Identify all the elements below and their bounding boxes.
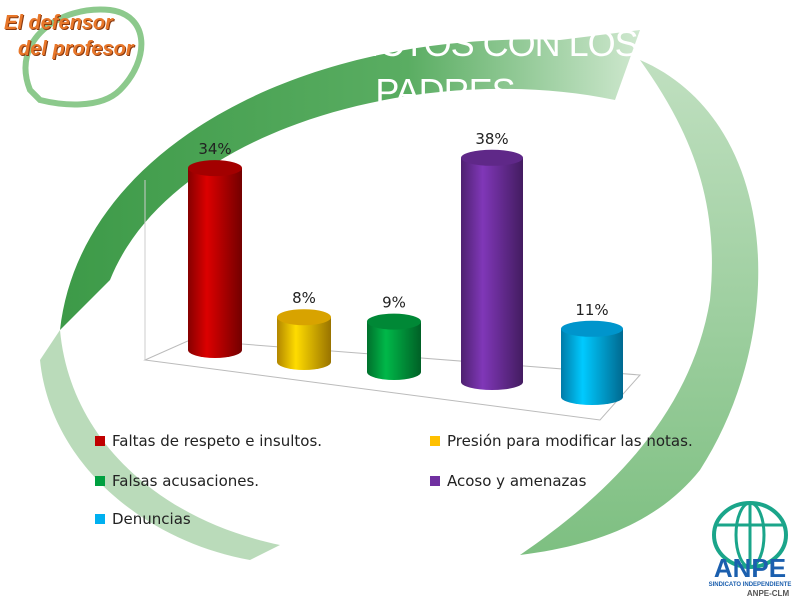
- data-label: 9%: [382, 294, 406, 312]
- data-label: 11%: [575, 301, 608, 319]
- bar-0: 34%: [188, 140, 242, 358]
- bar-top: [461, 149, 523, 166]
- legend-swatch: [430, 436, 440, 446]
- bar-body: [188, 168, 242, 358]
- legend-item: Faltas de respeto e insultos.: [95, 432, 322, 450]
- bar-top: [277, 309, 331, 326]
- brand-line1: El defensor: [4, 12, 113, 34]
- data-label: 8%: [292, 289, 316, 307]
- legend-label: Presión para modificar las notas.: [447, 432, 693, 450]
- data-label: 38%: [475, 130, 508, 148]
- bar-1: 8%: [277, 289, 331, 370]
- legend-swatch: [430, 476, 440, 486]
- anpe-logo: ANPE SINDICATO INDEPENDIENTE ANPE-CLM: [709, 501, 792, 598]
- bar-top: [188, 160, 242, 177]
- brand-line2: del profesor: [18, 38, 134, 60]
- svg-text:ANPE-CLM: ANPE-CLM: [747, 589, 790, 598]
- legend-item: Denuncias: [95, 510, 191, 528]
- bar-body: [277, 317, 331, 370]
- legend-item: Acoso y amenazas: [430, 472, 586, 490]
- legend-label: Falsas acusaciones.: [112, 472, 260, 490]
- bar-body: [367, 321, 421, 380]
- data-label: 34%: [198, 140, 231, 158]
- bar-4: 11%: [561, 301, 623, 405]
- legend-item: Presión para modificar las notas.: [430, 432, 693, 450]
- legend-swatch: [95, 436, 105, 446]
- brand-logo: El defensor del profesor: [4, 10, 134, 62]
- bar-2: 9%: [367, 294, 421, 380]
- bar-top: [561, 320, 623, 337]
- bar-body: [561, 328, 623, 405]
- legend-swatch: [95, 514, 105, 524]
- legend-label: Acoso y amenazas: [447, 472, 587, 490]
- legend-label: Denuncias: [112, 510, 191, 528]
- legend-swatch: [95, 476, 105, 486]
- chart-floor: [143, 339, 642, 421]
- chart-title: CONFLICTOS CON LOS PADRES: [252, 23, 638, 112]
- svg-text:ANPE: ANPE: [714, 553, 786, 583]
- svg-text:SINDICATO INDEPENDIENTE: SINDICATO INDEPENDIENTE: [709, 582, 792, 588]
- bar-3: 38%: [461, 130, 523, 390]
- legend-item: Falsas acusaciones.: [95, 472, 259, 490]
- legend-label: Faltas de respeto e insultos.: [112, 432, 323, 450]
- bar-body: [461, 157, 523, 390]
- bar-top: [367, 313, 421, 330]
